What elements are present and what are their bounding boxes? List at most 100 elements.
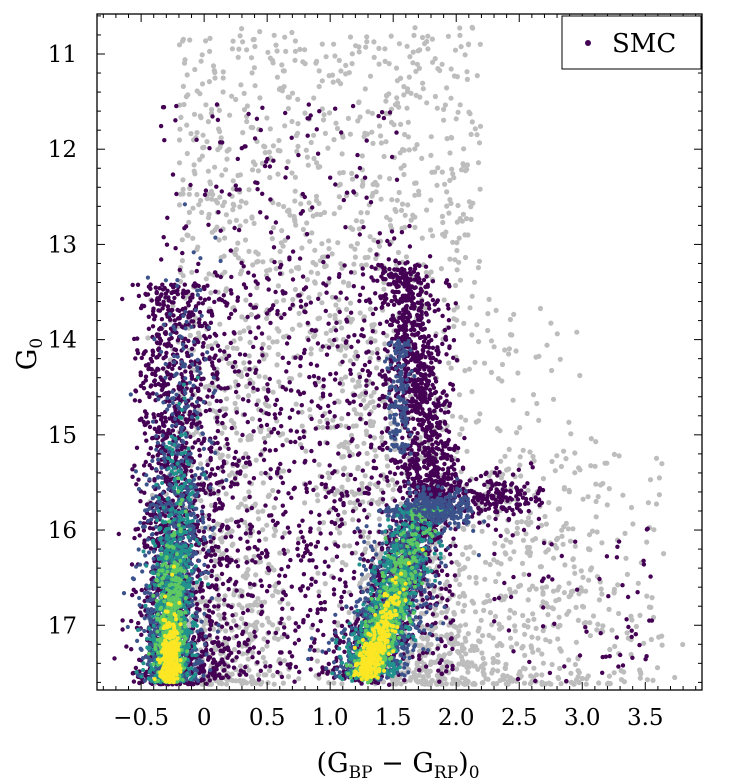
- field-star-point: [292, 286, 298, 293]
- smc-point: [138, 610, 143, 615]
- field-star-point: [448, 95, 454, 101]
- smc-point: [141, 528, 147, 533]
- field-star-point: [145, 335, 151, 341]
- field-star-point: [420, 674, 426, 680]
- smc-point: [162, 342, 167, 347]
- field-star-point: [191, 111, 198, 117]
- field-star-point: [297, 322, 303, 328]
- field-star-point: [463, 651, 469, 657]
- field-star-point: [270, 593, 276, 599]
- field-star-point: [407, 54, 413, 60]
- smc-point: [144, 414, 149, 419]
- field-star-point: [241, 678, 247, 685]
- smc-point: [162, 330, 168, 336]
- field-star-point: [473, 574, 479, 581]
- field-star-point: [300, 59, 306, 65]
- field-star-point: [261, 435, 267, 441]
- field-star-point: [575, 617, 582, 624]
- field-star-point: [423, 680, 430, 686]
- field-star-point: [242, 496, 248, 502]
- field-star-point: [444, 203, 450, 209]
- smc-point: [155, 452, 160, 458]
- field-star-point: [340, 279, 347, 285]
- smc-point: [194, 601, 200, 607]
- field-star-point: [447, 197, 453, 203]
- field-star-point: [317, 291, 323, 297]
- smc-point: [198, 382, 204, 387]
- field-star-point: [398, 121, 404, 127]
- field-star-point: [514, 519, 520, 526]
- field-star-point: [559, 533, 565, 539]
- smc-point: [130, 282, 135, 288]
- smc-point: [207, 619, 213, 624]
- smc-point: [207, 633, 212, 638]
- field-star-point: [503, 551, 509, 557]
- field-star-point: [275, 201, 282, 207]
- smc-point: [401, 479, 407, 484]
- field-star-point: [246, 325, 252, 331]
- field-star-point: [443, 681, 449, 687]
- field-star-point: [469, 332, 475, 338]
- field-star-point: [425, 673, 431, 679]
- field-star-point: [491, 344, 497, 350]
- field-star-point: [588, 436, 594, 442]
- field-star-point: [566, 657, 572, 663]
- field-star-point: [194, 130, 200, 136]
- field-star-point: [345, 477, 351, 483]
- field-star-point: [282, 530, 288, 536]
- field-star-point: [282, 123, 288, 129]
- field-star-point: [554, 545, 560, 551]
- field-star-point: [184, 150, 190, 157]
- smc-point: [427, 254, 433, 259]
- smc-point: [442, 461, 447, 467]
- field-star-point: [635, 580, 641, 586]
- field-star-point: [553, 598, 559, 604]
- smc-point: [209, 573, 214, 579]
- field-star-point: [341, 466, 347, 472]
- field-star-point: [500, 543, 506, 549]
- field-star-point: [335, 517, 341, 523]
- field-star-point: [331, 680, 337, 686]
- field-star-point: [486, 514, 492, 521]
- field-star-point: [275, 283, 281, 289]
- field-star-point: [432, 93, 438, 100]
- field-star-point: [241, 107, 248, 113]
- field-star-point: [587, 567, 594, 573]
- field-star-point: [539, 585, 546, 591]
- field-star-point: [259, 646, 266, 653]
- field-star-point: [343, 374, 349, 380]
- field-star-point: [335, 240, 341, 246]
- smc-point: [145, 543, 150, 548]
- field-star-point: [445, 33, 451, 39]
- field-star-point: [229, 671, 235, 677]
- field-star-point: [543, 521, 550, 527]
- field-star-point: [337, 170, 343, 176]
- field-star-point: [599, 591, 605, 597]
- field-star-point: [354, 443, 360, 449]
- smc-point: [144, 438, 149, 443]
- field-star-point: [329, 342, 335, 348]
- field-star-point: [491, 557, 497, 563]
- field-star-point: [275, 589, 281, 595]
- field-star-point: [520, 537, 527, 543]
- smc-point: [387, 266, 392, 272]
- field-star-point: [379, 434, 385, 440]
- smc-point: [191, 682, 196, 687]
- field-star-point: [587, 633, 594, 639]
- field-star-point: [249, 70, 255, 76]
- smc-point: [365, 558, 371, 564]
- smc-point: [130, 474, 135, 479]
- field-star-point: [219, 430, 225, 436]
- field-star-point: [228, 517, 234, 523]
- field-star-point: [255, 251, 261, 257]
- field-star-point: [316, 589, 322, 595]
- field-star-point: [349, 316, 355, 322]
- field-star-point: [376, 45, 382, 52]
- smc-point: [147, 394, 152, 400]
- field-star-point: [205, 119, 211, 125]
- field-star-point: [206, 401, 212, 407]
- field-star-point: [410, 49, 416, 55]
- field-star-point: [242, 237, 249, 243]
- field-star-point: [470, 200, 476, 206]
- smc-point: [153, 285, 158, 290]
